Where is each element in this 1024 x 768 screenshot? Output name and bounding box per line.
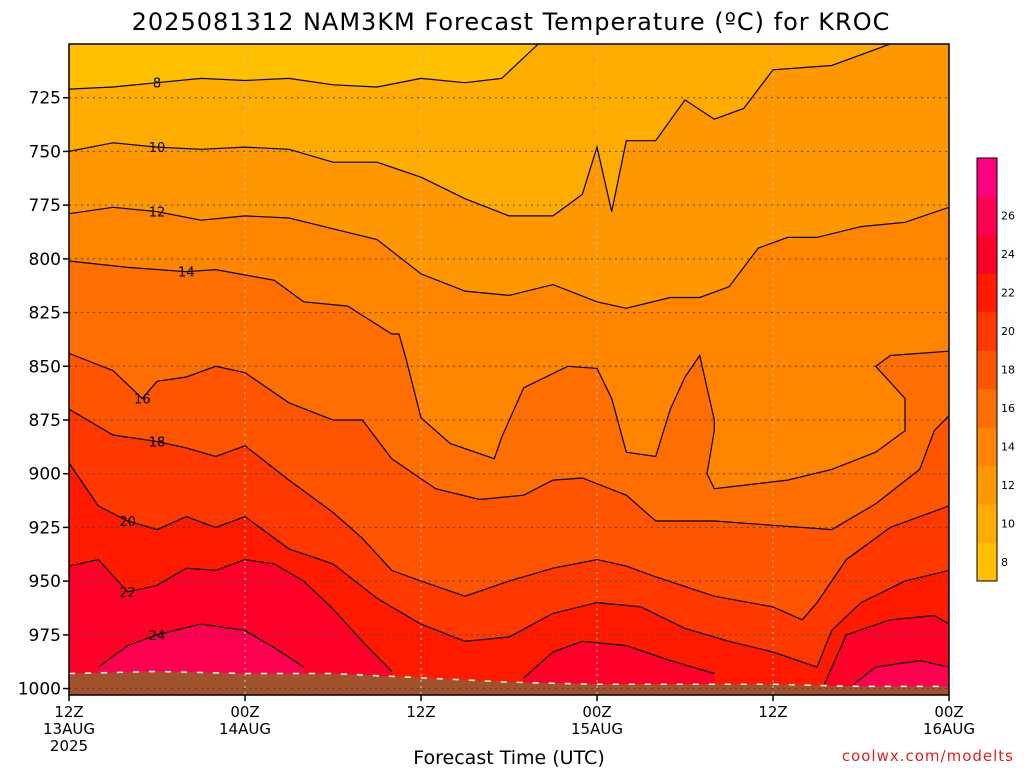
ytick-label-775: 775 [29, 196, 61, 216]
xtick-sublabel-36: 15AUG [571, 720, 623, 738]
isotherm-22-9 [823, 614, 949, 685]
source-credit: coolwx.com/modelts [842, 747, 1014, 765]
xtick-label-36: 00Z [582, 703, 611, 721]
ytick-label-800: 800 [29, 250, 61, 270]
xtick-label-48: 12Z [758, 703, 787, 721]
isotherm-10-1 [69, 44, 891, 217]
y-axis: 725 750 775 800 825 850 875 900 925 950 975 1000 [18, 89, 69, 700]
colorbar-segment-2 [977, 465, 997, 505]
isotherm-14-3 [69, 260, 949, 490]
isotherm-8-0 [69, 44, 539, 90]
colorbar-label-10: 10 [1001, 517, 1015, 530]
colorbar-label-12: 12 [1001, 479, 1015, 492]
temperature-bands [69, 44, 949, 695]
xtick-label-12: 00Z [230, 703, 259, 721]
xtick-year-0: 2025 [50, 737, 88, 755]
colorbar-segment-8 [977, 234, 997, 274]
isotherm-label-10-1: 10 [149, 141, 166, 156]
plot-area [69, 44, 949, 695]
colorbar-label-24: 24 [1001, 248, 1015, 261]
colorbar-segment-7 [977, 273, 997, 313]
ytick-label-725: 725 [29, 89, 61, 109]
isotherm-labels: 8 10 12 14 16 18 20 22 24 [119, 77, 194, 644]
colorbar: 8 10 12 14 16 18 20 22 24 26 [976, 157, 1015, 582]
isotherm-22-8 [523, 640, 715, 679]
colorbar-segment-0 [977, 542, 997, 582]
colorbar-segment-1 [977, 504, 997, 544]
colorbar-label-22: 22 [1001, 287, 1015, 300]
isotherm-12-2 [69, 206, 949, 309]
isotherm-label-8-0: 8 [153, 77, 161, 92]
isotherm-24-11 [853, 659, 949, 685]
colorbar-label-8: 8 [1001, 556, 1008, 569]
ytick-label-1000: 1000 [18, 680, 61, 700]
colorbar-label-14: 14 [1001, 440, 1015, 453]
ytick-label-850: 850 [29, 357, 61, 377]
isotherm-label-20-6: 20 [119, 515, 136, 530]
isotherm-label-18-5: 18 [149, 435, 166, 450]
isotherm-22-7 [69, 558, 393, 672]
colorbar-segment-4 [977, 388, 997, 428]
colorbar-segment-10 [977, 158, 997, 197]
xtick-sublabel-60: 16AUG [923, 720, 975, 738]
isotherm-16-4 [69, 352, 949, 531]
ytick-label-925: 925 [29, 518, 61, 538]
terrain-area [69, 671, 949, 695]
terrain-edge [69, 670, 949, 688]
ytick-label-900: 900 [29, 465, 61, 485]
colorbar-label-26: 26 [1001, 210, 1015, 223]
xtick-sublabel-12: 14AUG [219, 720, 271, 738]
xtick-label-24: 12Z [406, 703, 435, 721]
xtick-label-60: 00Z [934, 703, 963, 721]
ytick-label-950: 950 [29, 572, 61, 592]
isotherm-18-5 [69, 408, 949, 621]
colorbar-label-18: 18 [1001, 364, 1015, 377]
isotherm-label-12-2: 12 [149, 206, 166, 221]
isotherm-24-10 [97, 623, 305, 668]
isotherm-label-24-10: 24 [149, 629, 166, 644]
band-22-8 [523, 641, 715, 695]
ytick-label-825: 825 [29, 304, 61, 324]
colorbar-segment-5 [977, 350, 997, 390]
isotherm-20-6 [69, 462, 949, 668]
x-axis-label: Forecast Time (UTC) [413, 747, 604, 768]
isotherm-label-16-4: 16 [134, 393, 151, 408]
colorbar-label-16: 16 [1001, 402, 1015, 415]
ytick-label-975: 975 [29, 626, 61, 646]
colorbar-segment-6 [977, 311, 997, 351]
ytick-label-875: 875 [29, 411, 61, 431]
isotherm-label-22-7: 22 [119, 586, 136, 601]
colorbar-segment-9 [977, 196, 997, 236]
colorbar-segment-3 [977, 427, 997, 467]
colorbar-label-20: 20 [1001, 325, 1015, 338]
isotherm-lines [69, 44, 949, 685]
ytick-label-750: 750 [29, 142, 61, 162]
xtick-label-0: 12Z [54, 703, 83, 721]
terrain-fill [69, 670, 949, 695]
chart-title: 2025081312 NAM3KM Forecast Temperature (… [132, 8, 891, 36]
colorbar-frame [976, 157, 998, 582]
xtick-sublabel-0: 13AUG [43, 720, 95, 738]
plot-frame [68, 43, 950, 696]
isotherm-label-14-3: 14 [178, 266, 195, 281]
